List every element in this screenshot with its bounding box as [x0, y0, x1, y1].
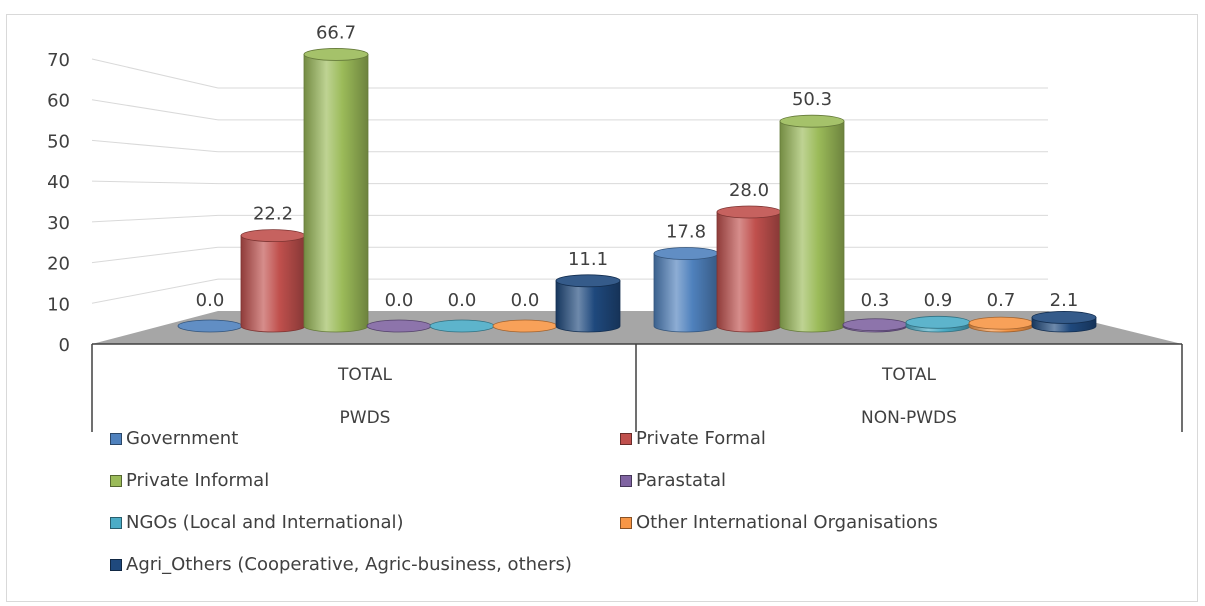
y-tick-label: 70: [47, 50, 70, 71]
bar-top: [1031, 311, 1097, 324]
legend-label: Agri_Others (Cooperative, Agric-business…: [126, 554, 572, 575]
legend-item: NGOs (Local and International): [110, 512, 404, 533]
gridline-depth: [91, 278, 219, 304]
gridline-depth: [91, 180, 219, 185]
gridline-depth: [91, 99, 219, 121]
y-tick-label: 30: [47, 213, 70, 234]
data-label: 0.9: [924, 290, 953, 311]
y-tick-label: 0: [59, 335, 70, 356]
legend-swatch: [110, 432, 122, 445]
x-group-label: NON-PWDS: [861, 408, 957, 428]
legend-swatch: [620, 432, 632, 445]
legend-swatch: [110, 558, 122, 571]
bar-body: [303, 54, 369, 333]
legend-label: Other International Organisations: [636, 512, 938, 533]
x-category-label: TOTAL: [881, 365, 936, 385]
y-tick-label: 10: [47, 294, 70, 315]
legend-swatch: [110, 474, 122, 487]
bar-top: [968, 316, 1034, 330]
data-label: 50.3: [792, 89, 832, 110]
bar-top: [492, 319, 558, 333]
gridline-depth: [91, 246, 219, 264]
legend-label: NGOs (Local and International): [126, 512, 404, 533]
bar-top: [240, 229, 306, 243]
data-label: 0.0: [511, 290, 540, 311]
gridline-depth: [91, 139, 219, 153]
legend-swatch: [620, 516, 632, 529]
bar-top: [716, 205, 782, 219]
legend-item: Other International Organisations: [620, 512, 938, 533]
y-tick-label: 40: [47, 172, 70, 193]
data-label: 0.0: [448, 290, 477, 311]
legend-item: Agri_Others (Cooperative, Agric-business…: [110, 554, 572, 575]
data-label: 22.2: [253, 204, 293, 225]
bar-top: [429, 319, 495, 333]
data-label: 17.8: [666, 222, 706, 243]
gridline-depth: [91, 58, 219, 89]
y-tick-label: 50: [47, 131, 70, 152]
bar-body: [653, 253, 719, 333]
bar-body: [555, 280, 621, 333]
bar-top: [905, 315, 971, 329]
data-label: 66.7: [316, 22, 356, 43]
bar-top: [303, 48, 369, 61]
legend-label: Private Formal: [636, 428, 766, 449]
gridline-depth: [91, 214, 219, 223]
x-category-label: TOTAL: [337, 365, 392, 385]
bar-body: [240, 235, 306, 333]
bar-top: [842, 318, 908, 332]
bar-top: [366, 319, 432, 333]
data-label: 0.0: [385, 290, 414, 311]
legend-item: Parastatal: [620, 470, 726, 491]
bar-top: [653, 247, 719, 260]
bar-body: [779, 120, 845, 333]
bar-top: [779, 114, 845, 128]
data-label: 0.0: [196, 290, 225, 311]
legend-label: Private Informal: [126, 470, 270, 491]
x-group-label: PWDS: [340, 408, 391, 428]
bar-top: [555, 274, 621, 288]
legend-label: Parastatal: [636, 470, 727, 491]
data-label: 11.1: [568, 249, 608, 270]
legend-item: Government: [110, 428, 238, 449]
legend-item: Private Formal: [620, 428, 766, 449]
bar-body: [716, 211, 782, 333]
data-label: 0.3: [861, 290, 890, 311]
data-label: 28.0: [729, 180, 769, 201]
y-tick-label: 60: [47, 91, 70, 112]
data-label: 2.1: [1050, 290, 1079, 311]
y-tick-label: 20: [47, 254, 70, 275]
data-label: 0.7: [987, 290, 1016, 311]
bar-top: [177, 319, 243, 333]
legend-swatch: [110, 516, 122, 529]
legend-swatch: [620, 474, 632, 487]
legend-label: Government: [126, 428, 239, 449]
legend-item: Private Informal: [110, 470, 269, 491]
